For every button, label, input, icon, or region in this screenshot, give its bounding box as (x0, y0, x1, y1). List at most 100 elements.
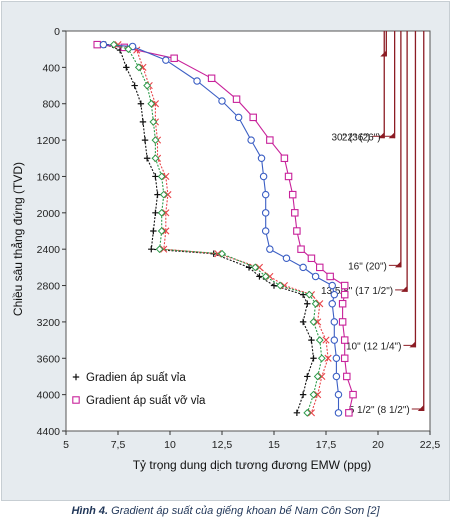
casing-label: 22" (26") (342, 132, 381, 143)
data-point (330, 290, 339, 299)
legend-label: Gradien áp suất vỉa (86, 372, 186, 384)
data-point (150, 227, 157, 235)
data-point (311, 299, 320, 308)
data-point (322, 336, 330, 344)
data-point (164, 191, 172, 199)
x-tick-label: 20 (372, 439, 384, 451)
data-point (299, 263, 307, 272)
data-point (349, 390, 357, 399)
y-tick-label: 800 (42, 99, 60, 111)
data-point (261, 209, 270, 217)
data-point (310, 355, 317, 362)
data-point (317, 354, 326, 363)
data-point (157, 172, 166, 181)
data-point (114, 41, 122, 49)
data-point (266, 136, 274, 144)
data-point (148, 245, 155, 253)
data-point (261, 227, 270, 235)
data-point (141, 136, 149, 144)
data-point (338, 299, 347, 308)
y-tick-label: 1600 (37, 171, 61, 183)
data-point (293, 409, 301, 417)
data-point (316, 263, 324, 272)
data-point (123, 64, 130, 71)
y-tick-label: 2000 (37, 208, 61, 220)
y-tick-label: 2400 (37, 244, 61, 256)
data-point (311, 272, 320, 281)
x-tick-label: 10 (164, 439, 176, 451)
data-point (99, 40, 108, 49)
data-point (314, 391, 322, 399)
data-point (303, 408, 312, 417)
legend-label: Gradient áp suất vỡ vỉa (86, 395, 206, 407)
data-point (157, 208, 166, 217)
data-point (259, 172, 268, 181)
data-point (162, 209, 170, 217)
data-point (313, 372, 322, 381)
data-point (124, 45, 133, 54)
data-point (343, 372, 351, 381)
data-point (328, 281, 336, 290)
data-point (299, 318, 307, 326)
caption-text: Gradient áp suất của giếng khoan bể Nam … (108, 505, 380, 517)
x-tick-label: 15 (268, 439, 280, 451)
x-tick-label: 17,5 (316, 439, 337, 451)
y-tick-label: 3200 (37, 317, 61, 329)
data-point (291, 209, 299, 217)
data-point (249, 113, 257, 122)
data-point (266, 245, 274, 253)
casing-shoe (380, 50, 387, 57)
y-tick-label: 4400 (37, 426, 61, 438)
data-point (162, 172, 170, 181)
data-point (315, 336, 324, 344)
data-point (318, 372, 326, 381)
data-point (154, 191, 161, 198)
data-point (293, 227, 301, 235)
data-point (332, 354, 341, 363)
x-tick-label: 12,5 (212, 439, 233, 451)
data-point (193, 77, 201, 85)
data-point (280, 154, 289, 163)
data-point (159, 190, 168, 199)
data-point (160, 245, 168, 253)
data-point (151, 154, 160, 163)
data-point (309, 390, 318, 399)
series-circle (99, 40, 343, 417)
data-point (340, 354, 349, 363)
data-point (308, 336, 315, 344)
data-point (218, 249, 226, 258)
data-point (326, 272, 334, 281)
data-point (143, 81, 152, 90)
caption-label: Hình 4. (71, 505, 109, 517)
data-point (334, 409, 343, 417)
data-point (155, 245, 164, 254)
data-point (307, 254, 316, 263)
y-tick-label: 400 (42, 62, 60, 74)
data-point (139, 63, 147, 71)
data-point (305, 290, 314, 299)
data-point (282, 254, 291, 263)
data-point (162, 56, 170, 64)
series-square (93, 40, 357, 417)
data-point (332, 372, 341, 381)
data-point (151, 100, 160, 108)
data-point (170, 54, 178, 63)
casing-label: 16" (20") (348, 261, 387, 272)
data-point (152, 173, 159, 180)
y-axis-title: Chiều sâu thẳng đứng (TVD) (10, 162, 25, 316)
chart-svg: 5 7,5 10 12,5 15 17,5 20 22,5 0 400 800 1200 1600 200… (10, 26, 440, 472)
data-point (207, 74, 216, 83)
data-point (109, 40, 118, 49)
x-tick-label: 7,5 (111, 439, 126, 451)
y-tick-label: 4000 (37, 390, 61, 402)
data-point (251, 263, 260, 272)
data-point (276, 281, 285, 290)
x-axis-title: Tỷ trọng dung dịch tương đương EMW (ppg) (133, 458, 372, 472)
data-point (338, 318, 347, 326)
data-point (152, 209, 159, 217)
data-point (131, 82, 138, 89)
data-point (316, 300, 324, 308)
legend: Gradien áp suất vỉa Gradient áp suất vỡ v… (72, 372, 206, 407)
casing-label: 10" (12 1/4") (346, 341, 401, 352)
data-point (162, 227, 170, 235)
